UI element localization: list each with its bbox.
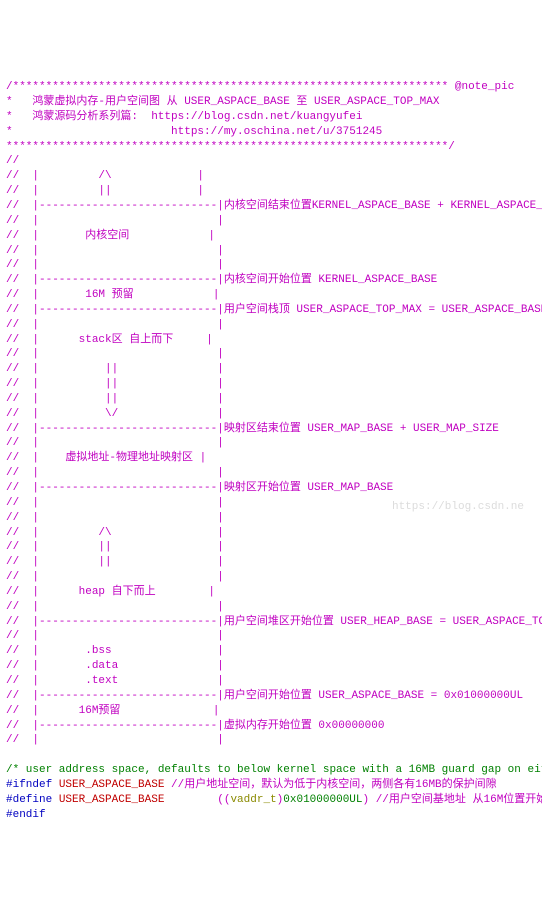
row-37: // |---------------------------|用户空间开始位置… [6,690,523,702]
row-13: // | stack区 自上而下 | [6,334,213,346]
line3-cmt: //用户空间基地址 从16M位置开始 [376,794,542,806]
row-21: // | 虚拟地址-物理地址映射区 | [6,452,206,464]
row-08: // | | [6,259,224,271]
row-05: // | | [6,215,224,227]
pp-define: #define [6,794,52,806]
row-29: // | | [6,571,224,583]
row-10: // | 16M 预留 | [6,289,219,301]
hex-literal: 0x01000000UL [283,794,362,806]
watermark: https://blog.csdn.ne [392,500,524,515]
row-20: // | | [6,437,224,449]
row-14: // | | [6,348,224,360]
row-19: // |---------------------------|映射区结束位置 … [6,423,499,435]
row-18: // | \/ | [6,408,224,420]
macro-1: USER_ASPACE_BASE [52,779,164,791]
pp-ifndef: #ifndef [6,779,52,791]
row-22: // | | [6,467,224,479]
row-39: // |---------------------------|虚拟内存开始位置… [6,720,384,732]
row-07: // | | [6,245,224,257]
row-09: // |---------------------------|内核空间开始位置… [6,274,437,286]
row-11: // |---------------------------|用户空间栈顶 U… [6,304,542,316]
hdr-l3: * https://my.oschina.net/u/3751245 [6,126,382,138]
paren-open: (( [164,794,230,806]
row-34: // | .bss | [6,645,224,657]
row-15: // | || | [6,363,224,375]
code-comment: /* user address space, defaults to below… [6,764,542,776]
note-tag: @note_pic [448,81,514,93]
paren-end: ) [363,794,376,806]
row-38: // | 16M预留 | [6,705,219,717]
row-30: // | heap 自下而上 | [6,586,215,598]
row-24: // | | [6,497,224,509]
row-17: // | || | [6,393,224,405]
row-16: // | || | [6,378,224,390]
code-block: /***************************************… [6,65,536,822]
row-40: // | | [6,734,224,746]
row-12: // | | [6,319,224,331]
hdr-stars-top: /***************************************… [6,81,448,93]
row-04: // |---------------------------|内核空间结束位置… [6,200,542,212]
hdr-stars-bot: ****************************************… [6,141,455,153]
row-26: // | /\ | [6,527,224,539]
paren-close: ) [277,794,284,806]
row-31: // | | [6,601,224,613]
row-23: // |---------------------------|映射区开始位置 … [6,482,393,494]
hdr-l2: * 鸿蒙源码分析系列篇: https://blog.csdn.net/kuang… [6,111,362,123]
row-25: // | | [6,512,224,524]
row-06: // | 内核空间 | [6,230,215,242]
row-01: // [6,155,19,167]
row-33: // | | [6,630,224,642]
line2-rest: //用户地址空间，默认为低于内核空间，两侧各有16MB的保护间隙 [164,779,496,791]
type-cast: vaddr_t [230,794,276,806]
row-28: // | || | [6,556,224,568]
hdr-l1: * 鸿蒙虚拟内存-用户空间图 从 USER_ASPACE_BASE 至 USER… [6,96,439,108]
row-32: // |---------------------------|用户空间堆区开始… [6,616,542,628]
row-35: // | .data | [6,660,224,672]
row-03: // | || | [6,185,204,197]
row-36: // | .text | [6,675,224,687]
row-27: // | || | [6,541,224,553]
row-02: // | /\ | [6,170,204,182]
pp-endif: #endif [6,809,46,821]
macro-2: USER_ASPACE_BASE [52,794,164,806]
